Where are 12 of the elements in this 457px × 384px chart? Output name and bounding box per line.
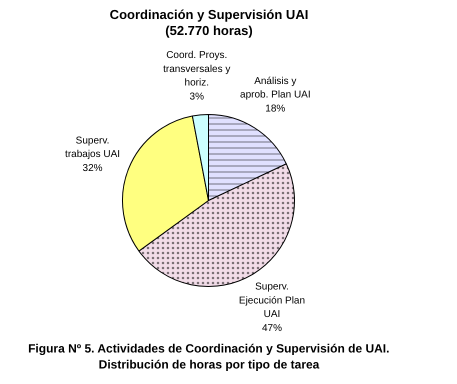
data-label: 18% (265, 103, 286, 114)
slice-label: Coord. Proys. transversales y horiz. (163, 50, 230, 89)
chart-subtitle: (52.770 horas) (165, 23, 253, 38)
data-label: 3% (190, 91, 204, 102)
chart-title: Coordinación y Supervisión UAI (110, 7, 308, 22)
text: Distribución de horas por tipo de tarea (98, 358, 320, 372)
slice-label: Superv. Ejecución Plan UAI (238, 282, 306, 320)
data-label: 47% (262, 322, 282, 334)
slice-label: Superv. trabajos UAI (65, 135, 120, 160)
data-label: 32% (82, 162, 103, 174)
slice-label: Análisis y aprob. Plan UAI (240, 76, 311, 101)
text: Figura Nº 5. Actividades de Coordinación y Supervisión de UAI. (28, 342, 390, 356)
